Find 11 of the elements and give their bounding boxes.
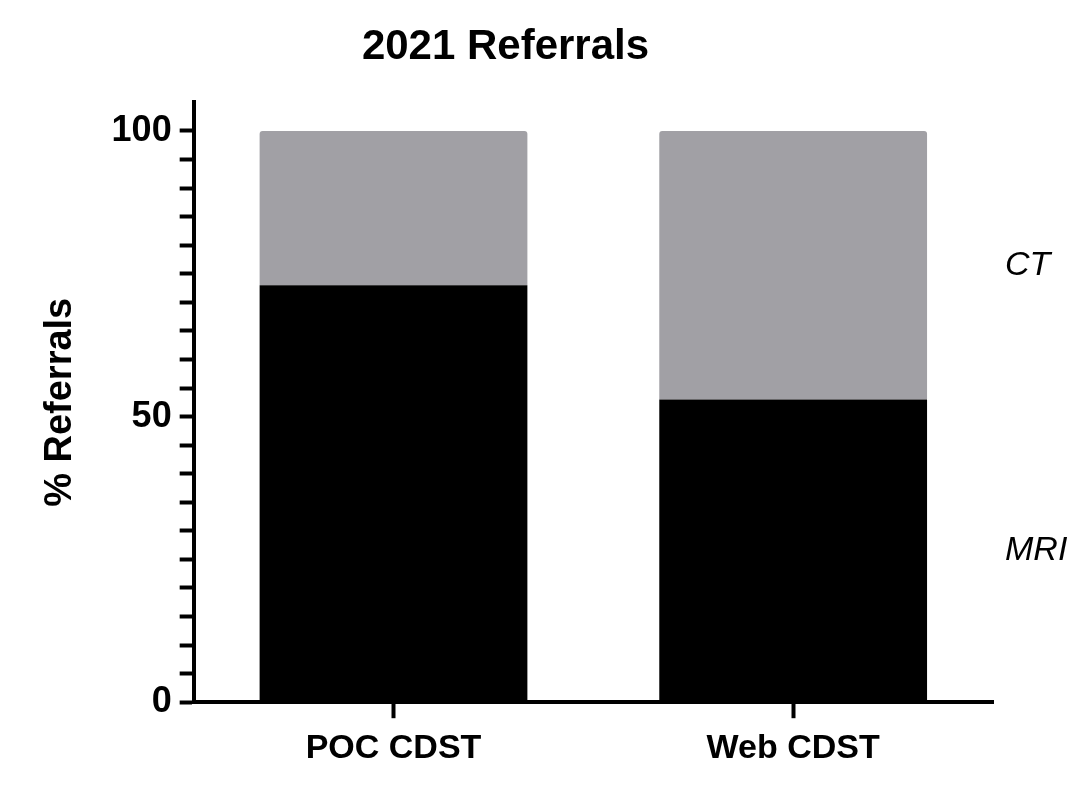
y-tick-label: 0	[151, 679, 172, 721]
text: CT	[1005, 243, 1053, 282]
text: MRI	[1005, 529, 1068, 568]
x-tick-label: POC CDST	[305, 726, 482, 765]
bar	[659, 130, 928, 400]
y-tick-label: 50	[131, 393, 172, 435]
y-axis-title: % Referrals	[37, 297, 80, 507]
x-tick-label: Web CDST	[706, 726, 880, 765]
bar	[259, 130, 528, 286]
y-tick-label: 100	[111, 107, 172, 149]
chart-title: 2021 Referrals	[361, 20, 650, 68]
